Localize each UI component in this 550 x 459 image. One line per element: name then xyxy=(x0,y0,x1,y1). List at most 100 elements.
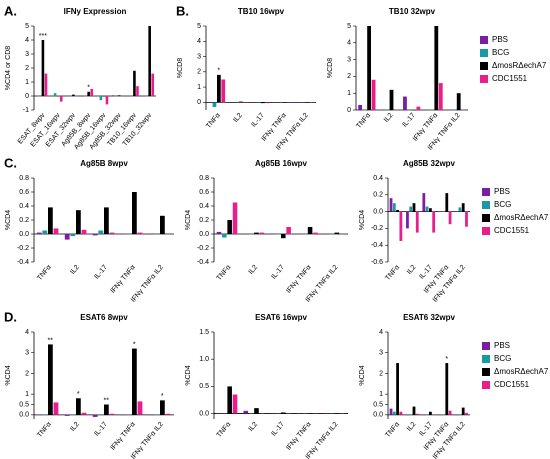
bar xyxy=(109,413,115,415)
y-tick-label: 1.5 xyxy=(199,329,209,336)
y-axis-label: %CD4 xyxy=(359,210,366,230)
y-tick-label: 0.2 xyxy=(199,217,209,224)
bar xyxy=(409,206,413,212)
bar xyxy=(392,411,396,415)
bar xyxy=(261,102,265,104)
legend-label: PBS xyxy=(492,35,508,44)
y-tick-label: 2 xyxy=(379,370,383,377)
y-tick-label: 2 xyxy=(347,73,351,80)
bar xyxy=(334,232,340,234)
bar xyxy=(70,234,76,237)
y-tick-label: 0.6 xyxy=(199,189,209,196)
bar xyxy=(105,96,109,105)
bar xyxy=(165,413,171,415)
bar xyxy=(456,93,461,110)
panel-label: C. xyxy=(4,155,17,170)
significance: * xyxy=(133,341,136,348)
y-tick-label: -0.4 xyxy=(371,242,383,249)
bar xyxy=(64,234,70,240)
bar xyxy=(227,220,232,234)
bar xyxy=(99,96,103,101)
x-tick-label: IL-17 xyxy=(250,112,266,129)
bar xyxy=(137,232,143,234)
y-tick-label: 0.0 xyxy=(373,208,383,215)
x-tick-label: IL2 xyxy=(232,112,244,124)
y-tick-label: -0.4 xyxy=(17,259,29,266)
y-tick-label: 0.6 xyxy=(19,189,29,196)
y-tick-label: 4 xyxy=(347,40,351,47)
chart-title: IFNy Expression xyxy=(64,7,127,16)
chart-title: Ag85B 16wpv xyxy=(255,159,308,168)
y-tick-label: 0.4 xyxy=(19,203,29,210)
y-axis-label: %CD4 or CD8 xyxy=(5,46,12,90)
bar xyxy=(448,410,452,415)
y-tick-label: 0.0 xyxy=(19,231,29,238)
bar xyxy=(412,406,416,415)
y-axis-label: %CD4 xyxy=(185,365,192,385)
bar xyxy=(132,192,137,234)
bar xyxy=(81,412,87,415)
bar xyxy=(92,414,98,417)
y-tick-label: -0.2 xyxy=(17,245,29,252)
bar xyxy=(117,95,121,96)
legend-swatch xyxy=(482,227,490,235)
y-tick-label: 2 xyxy=(25,65,29,72)
bar xyxy=(221,79,226,103)
bar xyxy=(53,93,57,96)
bar xyxy=(64,414,70,416)
y-axis-label: %CD4 xyxy=(359,365,366,385)
x-tick-label: TNFα xyxy=(216,264,233,282)
legend-swatch xyxy=(480,49,488,57)
y-tick-label: -0.2 xyxy=(371,225,383,232)
x-tick-label: IFNγ TNFα xyxy=(109,264,136,295)
y-tick-label: 0.0 xyxy=(199,410,209,417)
legend-swatch xyxy=(482,355,490,363)
bar xyxy=(438,83,443,110)
bar xyxy=(429,208,432,212)
bar xyxy=(243,410,249,414)
bar xyxy=(48,207,53,234)
bar xyxy=(412,203,416,212)
bar xyxy=(151,73,155,96)
bar xyxy=(254,232,259,234)
significance: * xyxy=(77,391,80,398)
bar xyxy=(76,398,81,415)
legend-label: PBS xyxy=(494,187,510,196)
bar xyxy=(160,400,165,415)
chart-title: ESAT6 16wpv xyxy=(255,313,307,322)
y-axis-label: %CD8 xyxy=(177,58,184,78)
bar xyxy=(389,89,394,110)
significance: * xyxy=(161,393,164,400)
bar xyxy=(148,26,151,96)
bar xyxy=(160,215,165,234)
bar xyxy=(72,94,75,96)
y-tick-label: 1 xyxy=(379,391,383,398)
bar xyxy=(445,193,449,212)
y-tick-label: 2 xyxy=(25,370,29,377)
legend-swatch xyxy=(482,381,490,389)
bar xyxy=(286,227,291,234)
chart-title: TB10 32wpv xyxy=(389,7,436,16)
legend-swatch xyxy=(482,368,490,376)
bar xyxy=(448,211,452,225)
bar xyxy=(98,230,104,234)
y-tick-label: 4 xyxy=(25,37,29,44)
y-tick-label: 4 xyxy=(197,38,201,45)
legend-swatch xyxy=(482,201,490,209)
significance: ** xyxy=(48,337,54,344)
bar xyxy=(254,408,259,414)
bar xyxy=(396,209,399,212)
x-tick-label: IL-17 xyxy=(418,264,434,281)
y-tick-label: 0 xyxy=(25,93,29,100)
chart-title: TB10 16wpv xyxy=(238,7,285,16)
bar xyxy=(425,206,429,212)
bar xyxy=(399,411,403,415)
y-tick-label: 4 xyxy=(379,329,383,336)
bar xyxy=(389,198,393,212)
x-tick-label: IL2 xyxy=(69,421,81,433)
bar xyxy=(465,412,468,415)
y-tick-label: 4 xyxy=(25,329,29,336)
chart-title: ESAT6 32wpv xyxy=(403,313,455,322)
y-tick-label: 3 xyxy=(197,53,201,60)
